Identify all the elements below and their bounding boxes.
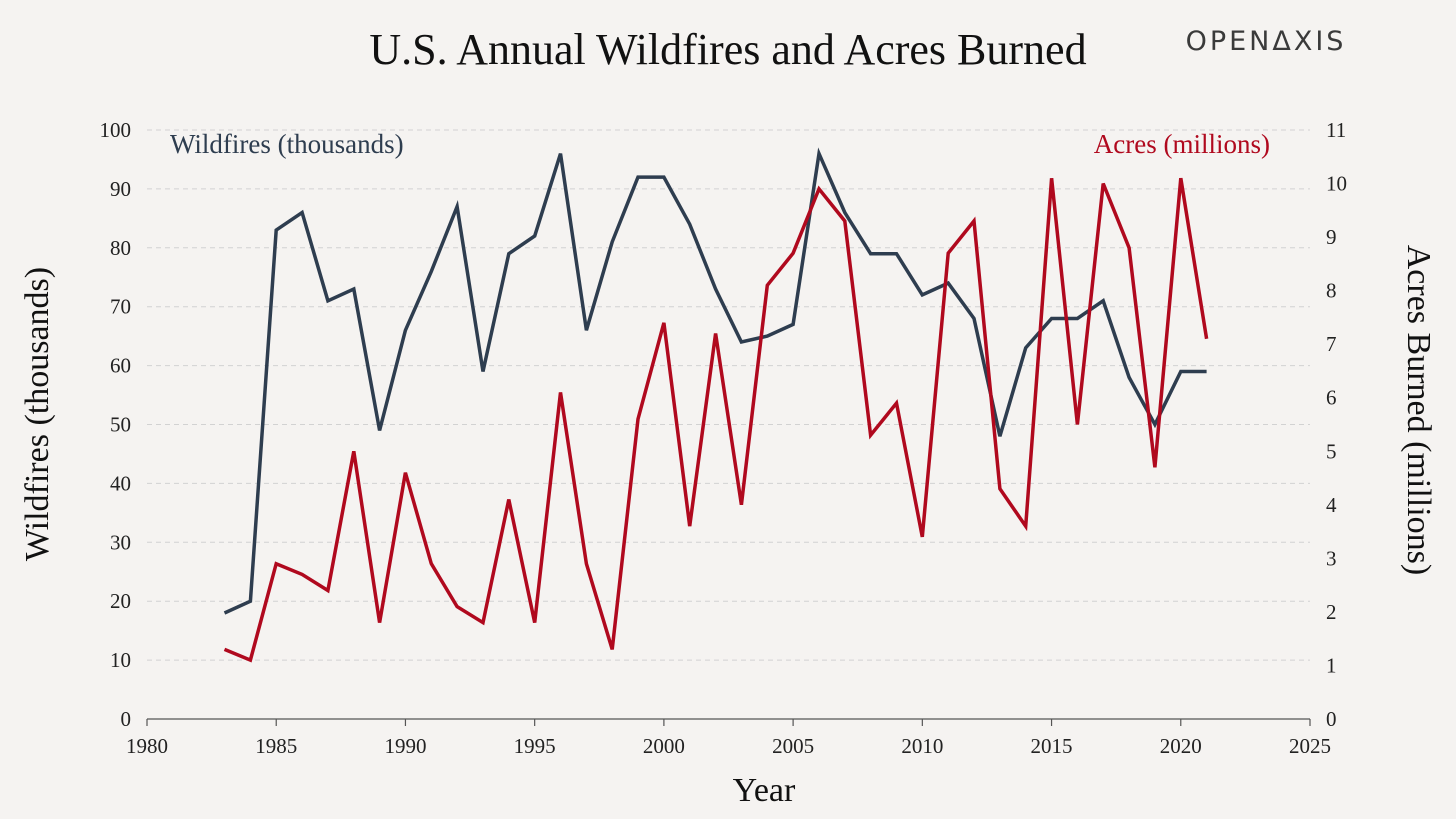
y-right-tick-label: 0 — [1326, 707, 1337, 731]
x-axis-title: Year — [733, 772, 796, 809]
y-left-tick-label: 0 — [121, 707, 132, 731]
x-tick-label: 2015 — [1031, 734, 1073, 758]
y-right-tick-label: 11 — [1326, 118, 1346, 142]
brand-logo: OPENΔXIS — [1186, 26, 1347, 57]
y-right-tick-label: 2 — [1326, 600, 1337, 624]
y-right-tick-label: 3 — [1326, 546, 1337, 570]
y-left-tick-label: 100 — [100, 118, 132, 142]
wildfires-series-line — [223, 147, 1207, 615]
x-tick-label: 2020 — [1160, 734, 1202, 758]
y-left-tick-label: 60 — [110, 354, 131, 378]
y-right-tick-label: 4 — [1326, 493, 1337, 517]
acres-series-line — [223, 177, 1209, 663]
x-tick-label: 2005 — [772, 734, 814, 758]
x-tick-label: 1990 — [384, 734, 426, 758]
y-right-tick-label: 6 — [1326, 386, 1337, 410]
series-lines — [223, 147, 1209, 663]
y-left-tick-label: 90 — [110, 177, 131, 201]
x-tick-label: 2000 — [643, 734, 685, 758]
y-right-tick-label: 8 — [1326, 279, 1337, 303]
y-right-tick-label: 9 — [1326, 225, 1337, 249]
x-tick-label: 1995 — [514, 734, 556, 758]
x-tick-label: 2010 — [901, 734, 943, 758]
y-left-tick-label: 70 — [110, 295, 131, 319]
legend-acres: Acres (millions) — [1094, 129, 1270, 159]
y-right-tick-label: 5 — [1326, 439, 1337, 463]
y-left-tick-label: 40 — [110, 471, 131, 495]
y-left-tick-label: 80 — [110, 236, 131, 260]
legend-wildfires: Wildfires (thousands) — [170, 129, 404, 159]
grid-lines — [147, 129, 1310, 661]
x-tick-label: 1985 — [255, 734, 297, 758]
x-tick-label: 1980 — [126, 734, 168, 758]
y-left-tick-label: 30 — [110, 530, 131, 554]
y-left-tick-label: 20 — [110, 589, 131, 613]
y-left-tick-label: 50 — [110, 413, 131, 437]
y-left-tick-label: 10 — [110, 648, 131, 672]
y-right-tick-label: 10 — [1326, 172, 1347, 196]
y-right-tick-label: 1 — [1326, 653, 1337, 677]
axes — [146, 718, 1311, 726]
x-tick-label: 2025 — [1289, 734, 1331, 758]
y-axis-left-title: Wildfires (thousands) — [19, 267, 56, 561]
y-right-tick-label: 7 — [1326, 332, 1337, 356]
y-axis-right-title: Acres Burned (millions) — [1400, 245, 1437, 576]
chart-title: U.S. Annual Wildfires and Acres Burned — [369, 25, 1086, 74]
tick-labels: 1980 1985 1990 1995 2000 2005 2010 2015 2020 2025… — [100, 118, 1348, 758]
